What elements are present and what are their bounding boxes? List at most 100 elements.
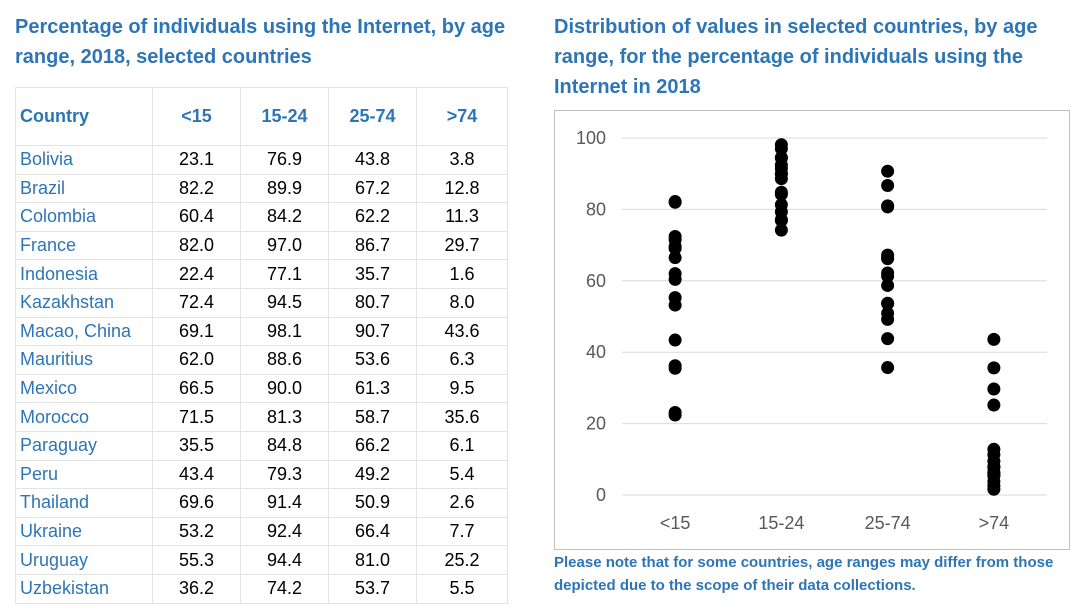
value-cell: 90.0 — [240, 374, 329, 404]
table-row: Mexico 66.5 90.0 61.3 9.5 — [15, 374, 508, 404]
value-cell: 94.5 — [240, 288, 329, 318]
country-cell: Macao, China — [15, 317, 153, 347]
value-cell: 35.5 — [152, 431, 241, 461]
table-row: Kazakhstan 72.4 94.5 80.7 8.0 — [15, 288, 508, 318]
value-cell: 7.7 — [416, 517, 508, 547]
value-cell: 43.8 — [328, 145, 417, 175]
x-tick-label: 25-74 — [865, 513, 911, 533]
value-cell: 62.2 — [328, 202, 417, 232]
data-point — [987, 361, 1001, 375]
country-cell: Mexico — [15, 374, 153, 404]
data-point — [881, 296, 895, 310]
data-point — [774, 223, 788, 237]
value-cell: 43.4 — [152, 460, 241, 490]
value-cell: 91.4 — [240, 488, 329, 518]
country-cell: Ukraine — [15, 517, 153, 547]
data-point — [881, 306, 895, 320]
country-cell: Morocco — [15, 402, 153, 432]
value-cell: 71.5 — [152, 402, 241, 432]
country-cell: Mauritius — [15, 345, 153, 375]
data-point — [881, 164, 895, 178]
header-25-74: 25-74 — [328, 87, 417, 146]
value-cell: 61.3 — [328, 374, 417, 404]
footnote: Please note that for some countries, age… — [554, 554, 1054, 594]
value-cell: 92.4 — [240, 517, 329, 547]
value-cell: 22.4 — [152, 259, 241, 289]
table-row: Thailand 69.6 91.4 50.9 2.6 — [15, 488, 508, 518]
country-cell: Peru — [15, 460, 153, 490]
y-tick-label: 100 — [576, 128, 606, 148]
value-cell: 25.2 — [416, 545, 508, 575]
data-point — [668, 408, 682, 422]
value-cell: 80.7 — [328, 288, 417, 318]
country-cell: Uruguay — [15, 545, 153, 575]
data-point — [881, 199, 895, 213]
data-point — [987, 398, 1001, 412]
table-row: Ukraine 53.2 92.4 66.4 7.7 — [15, 517, 508, 547]
value-cell: 66.4 — [328, 517, 417, 547]
data-point — [881, 251, 895, 265]
x-tick-label: 15-24 — [758, 513, 804, 533]
table-body: Bolivia 23.1 76.9 43.8 3.8 Brazil 82.2 89.9 67.2… — [15, 145, 508, 604]
value-cell: 90.7 — [328, 317, 417, 347]
data-point — [668, 267, 682, 281]
value-cell: 88.6 — [240, 345, 329, 375]
value-cell: 79.3 — [240, 460, 329, 490]
country-cell: Kazakhstan — [15, 288, 153, 318]
value-cell: 77.1 — [240, 259, 329, 289]
data-point — [774, 138, 788, 152]
country-cell: Indonesia — [15, 259, 153, 289]
table-row: Uruguay 55.3 94.4 81.0 25.2 — [15, 545, 508, 575]
y-tick-label: 40 — [586, 342, 606, 362]
value-cell: 35.7 — [328, 259, 417, 289]
x-tick-label: <15 — [660, 513, 691, 533]
x-tick-label: >74 — [979, 513, 1010, 533]
value-cell: 66.5 — [152, 374, 241, 404]
value-cell: 69.1 — [152, 317, 241, 347]
data-point — [774, 185, 788, 199]
table-row: Uzbekistan 36.2 74.2 53.7 5.5 — [15, 574, 508, 604]
header-country: Country — [15, 87, 153, 146]
y-tick-label: 0 — [596, 485, 606, 505]
y-tick-label: 80 — [586, 199, 606, 219]
data-point — [668, 359, 682, 373]
value-cell: 8.0 — [416, 288, 508, 318]
data-point — [668, 240, 682, 254]
value-cell: 23.1 — [152, 145, 241, 175]
value-cell: 81.3 — [240, 402, 329, 432]
header-under-15: <15 — [152, 87, 241, 146]
value-cell: 84.2 — [240, 202, 329, 232]
data-point — [881, 361, 895, 375]
value-cell: 12.8 — [416, 174, 508, 204]
data-point — [987, 468, 1001, 482]
value-cell: 6.1 — [416, 431, 508, 461]
data-point — [881, 178, 895, 192]
scatter-chart: 0 20 40 60 80 100 <15 15-24 25-74 >74 — [576, 128, 1047, 533]
value-cell: 2.6 — [416, 488, 508, 518]
data-point — [668, 195, 682, 209]
data-point — [668, 291, 682, 305]
value-cell: 3.8 — [416, 145, 508, 175]
table-row: Macao, China 69.1 98.1 90.7 43.6 — [15, 317, 508, 347]
value-cell: 43.6 — [416, 317, 508, 347]
value-cell: 49.2 — [328, 460, 417, 490]
country-cell: Uzbekistan — [15, 574, 153, 604]
data-point — [987, 382, 1001, 396]
value-cell: 89.9 — [240, 174, 329, 204]
table-row: Paraguay 35.5 84.8 66.2 6.1 — [15, 431, 508, 461]
table-row: Brazil 82.2 89.9 67.2 12.8 — [15, 174, 508, 204]
table-row: Bolivia 23.1 76.9 43.8 3.8 — [15, 145, 508, 175]
chart-area: 0 20 40 60 80 100 <15 15-24 25-74 >74 — [554, 110, 1070, 550]
value-cell: 72.4 — [152, 288, 241, 318]
y-tick-label: 20 — [586, 414, 606, 434]
chart-title: Distribution of values in selected count… — [554, 16, 1038, 98]
data-point — [774, 205, 788, 219]
value-cell: 98.1 — [240, 317, 329, 347]
header-over-74: >74 — [416, 87, 508, 146]
table-title: Percentage of individuals using the Inte… — [15, 16, 506, 68]
value-cell: 74.2 — [240, 574, 329, 604]
table-row: Mauritius 62.0 88.6 53.6 6.3 — [15, 345, 508, 375]
value-cell: 50.9 — [328, 488, 417, 518]
data-point — [774, 151, 788, 165]
table-row: Colombia 60.4 84.2 62.2 11.3 — [15, 202, 508, 232]
